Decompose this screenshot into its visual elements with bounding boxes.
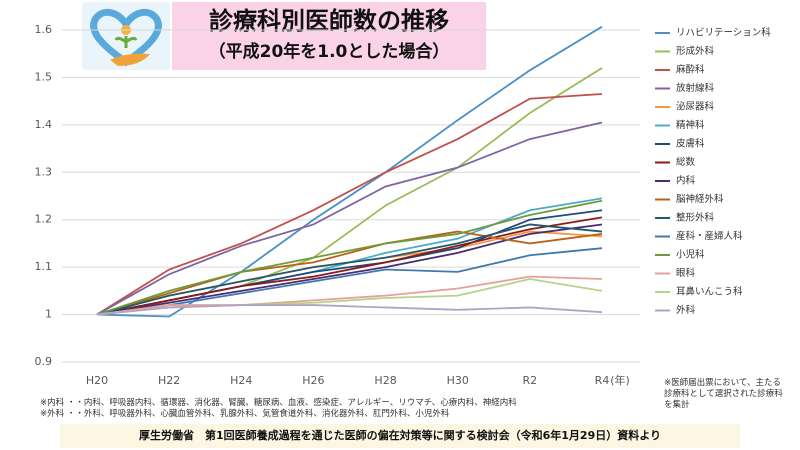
legend-label: 耳鼻いんこう科 bbox=[676, 286, 743, 298]
series-line bbox=[96, 304, 603, 316]
title-box bbox=[172, 2, 486, 70]
legend-label: 脳神経外科 bbox=[676, 193, 724, 205]
x-tick-label: H24 bbox=[230, 374, 252, 387]
legend-label: 外科 bbox=[676, 304, 696, 316]
x-tick-label: R4 bbox=[595, 374, 610, 387]
y-tick-label: 1.5 bbox=[35, 70, 53, 83]
legend-label: 小児科 bbox=[676, 249, 705, 261]
x-tick-label: H20 bbox=[86, 374, 108, 387]
series-line bbox=[96, 223, 603, 316]
series-line bbox=[96, 278, 603, 316]
series-line bbox=[96, 247, 603, 316]
x-tick-label: R2 bbox=[523, 374, 538, 387]
legend-label: 精神科 bbox=[676, 119, 705, 131]
series-line bbox=[96, 223, 603, 316]
y-tick-label: 1.4 bbox=[35, 118, 53, 131]
logo bbox=[82, 2, 170, 70]
x-tick-label: H30 bbox=[447, 374, 469, 387]
x-tick-label: H28 bbox=[374, 374, 396, 387]
series-line bbox=[96, 216, 603, 316]
y-tick-label: 0.9 bbox=[35, 355, 53, 368]
footer-source: 厚生労働省 第1回医師養成過程を通じた医師の偏在対策等に関する検討会（令和6年1… bbox=[139, 428, 661, 442]
y-tick-label: 1.2 bbox=[35, 213, 53, 226]
legend-label: 内科 bbox=[676, 175, 696, 187]
legend-label: 産科・産婦人科 bbox=[676, 230, 743, 242]
note-method: ※医師届出票において、主たる診療科として選択された診療科を集計 bbox=[664, 378, 783, 410]
legend-label: 皮膚科 bbox=[676, 138, 705, 150]
y-tick-label: 1.1 bbox=[35, 260, 53, 273]
legend-label: 麻酔科 bbox=[676, 64, 705, 76]
legend-label: 放射線科 bbox=[676, 82, 715, 94]
series-line bbox=[96, 199, 603, 316]
legend-label: 整形外科 bbox=[676, 212, 715, 224]
legend-label: 眼科 bbox=[676, 267, 696, 279]
legend-label: リハビリテーション科 bbox=[676, 27, 771, 39]
series-line bbox=[96, 275, 603, 316]
chart-subtitle: （平成20年を1.0とした場合） bbox=[209, 41, 450, 62]
legend-label: 形成外科 bbox=[676, 45, 715, 57]
series-line bbox=[96, 121, 603, 316]
footer-box bbox=[60, 424, 740, 448]
note-internal: ※内科 ・・内科、呼吸器内科、循環器、消化器、腎臓、糖尿病、血液、感染症、アレル… bbox=[40, 398, 517, 408]
x-tick-label: H22 bbox=[158, 374, 180, 387]
chart-title: 診療科別医師数の推移 bbox=[209, 7, 449, 35]
y-tick-label: 1 bbox=[45, 308, 52, 321]
note-surgery: ※外科 ・・外科、呼吸器外科、心臓血管外科、乳腺外科、気管食道外科、消化器外科、… bbox=[40, 409, 450, 419]
series-line bbox=[96, 25, 603, 318]
y-tick-label: 1.3 bbox=[35, 165, 53, 178]
legend-label: 総数 bbox=[676, 156, 696, 168]
legend-label: 泌尿器科 bbox=[676, 101, 715, 113]
series-line bbox=[96, 93, 603, 316]
x-tick-label: H26 bbox=[302, 374, 324, 387]
series-line bbox=[96, 230, 603, 316]
y-tick-label: 1.6 bbox=[35, 23, 53, 36]
x-axis-unit: (年) bbox=[610, 373, 630, 387]
